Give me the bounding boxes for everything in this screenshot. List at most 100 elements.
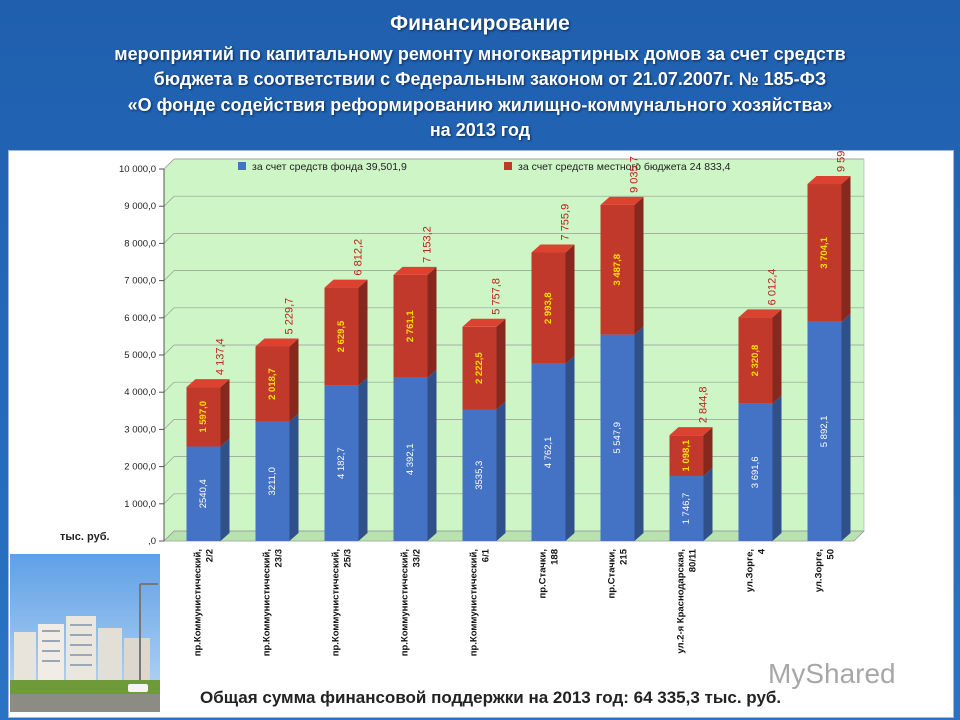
- x-tick-label-line: пр.Стачки,: [607, 549, 618, 599]
- x-tick-label-line: пр.Стачки,: [538, 549, 549, 599]
- x-tick-label-line: ул.Зорге,: [745, 549, 756, 592]
- bar-value-label: 3 691,6: [750, 456, 761, 488]
- x-tick-label-line: пр.Коммунистический,: [262, 549, 273, 656]
- x-tick-label: пр.Стачки,215: [607, 548, 630, 598]
- building-photo-image: [10, 554, 160, 712]
- bar-value-label: 2 629,5: [336, 320, 347, 352]
- gridline: [163, 456, 175, 467]
- bar-side: [841, 313, 851, 541]
- bar-value-label: 3 487,8: [612, 254, 623, 286]
- bar-segment: [255, 421, 290, 541]
- x-tick-label-line: 23/3: [274, 549, 285, 568]
- bar-value-label: 3211,0: [267, 467, 278, 495]
- x-tick-label-line: пр.Коммунистический,: [400, 549, 411, 656]
- bar-side: [427, 266, 437, 378]
- bar-segment: [669, 435, 704, 477]
- x-tick-label: ул.2-я Краснодарская,80/11: [676, 548, 699, 653]
- bar-side: [634, 196, 644, 335]
- bar-side: [496, 318, 506, 410]
- slide-subtitle-line-2: бюджета в соответствии с Федеральным зак…: [153, 69, 827, 89]
- x-tick-label: ул.Зорге,4: [745, 548, 768, 592]
- bar-segment: [600, 334, 635, 541]
- bar-side: [427, 369, 437, 541]
- bar-side: [841, 176, 851, 322]
- x-tick-label-line: 25/3: [343, 549, 354, 568]
- bar-top: [462, 318, 506, 327]
- bar-segment: [393, 377, 428, 541]
- x-tick-label-line: 6/1: [481, 548, 492, 562]
- y-tick-label: 3 000,0: [124, 424, 156, 435]
- x-tick-label: ул.Зорге,50: [814, 549, 837, 592]
- bar-top: [669, 427, 713, 436]
- bar-total-label: 2 844,8: [697, 386, 709, 423]
- bar-value-label: 5 547,9: [612, 422, 623, 454]
- bar-segment: [738, 403, 773, 541]
- legend-label: за счет средств фонда 39,501,9: [252, 161, 407, 173]
- y-tick-label: 5 000,0: [124, 350, 156, 361]
- bar-side: [220, 438, 230, 541]
- gridline: [163, 381, 175, 393]
- bar-total-label: 7 755,9: [559, 204, 571, 241]
- bar-top: [324, 279, 368, 288]
- bar-segment: [324, 385, 359, 541]
- x-tick-label-line: 188: [550, 549, 561, 565]
- bar-top: [738, 309, 782, 318]
- x-tick-label-line: пр.Коммунистический,: [469, 549, 480, 656]
- gridline: [163, 195, 175, 207]
- bar-value-label: 4 392,1: [405, 443, 416, 475]
- bar-segment: [531, 363, 566, 541]
- bar-segment: [807, 321, 842, 541]
- bar-total-label: 6 812,2: [352, 239, 364, 276]
- bar-side: [220, 379, 230, 447]
- bar-segment: [669, 476, 704, 541]
- bar-segment: [393, 274, 428, 378]
- x-tick-label-line: 4: [757, 548, 768, 554]
- bar-segment: [738, 317, 773, 404]
- slide-header: Финансирование мероприятий по капитально…: [0, 0, 960, 148]
- gridline: [163, 270, 175, 281]
- y-tick-label: 4 000,0: [124, 387, 156, 398]
- slide-subtitle-line-3: «О фонде содействия реформированию жилищ…: [127, 95, 833, 115]
- chart-panel: ,0 1 000,0 2 000,0 3 000,0 4 000,0 5 000,0 6 0…: [8, 150, 954, 718]
- bar-value-label: 5 892,1: [819, 416, 830, 448]
- bar-top: [600, 196, 644, 205]
- bar-value-label: 2 222,5: [474, 352, 485, 384]
- bar-segment: [255, 346, 290, 422]
- x-tick-label-line: 2/2: [205, 549, 216, 562]
- legend-label: за счет средств местного бюджета 24 833,…: [518, 161, 731, 173]
- x-tick-label-line: 50: [826, 549, 837, 560]
- bar-value-label: 3535,3: [474, 461, 485, 490]
- x-tick-label: пр.Коммунистический,2/2: [193, 549, 216, 656]
- y-tick-label: ,0: [148, 536, 156, 547]
- y-tick-label: 2 000,0: [124, 462, 156, 473]
- bar-total-label: 5 229,7: [283, 298, 295, 335]
- bar-segment: [462, 326, 497, 410]
- gridline: [163, 530, 175, 542]
- bar-side: [496, 401, 506, 541]
- page-number: 9: [890, 684, 902, 706]
- slide-subtitle-line-1: мероприятий по капитальному ремонту мног…: [114, 44, 846, 64]
- bar-side: [358, 377, 368, 541]
- bar-top: [807, 176, 851, 185]
- gridline: [163, 493, 175, 505]
- bar-side: [358, 279, 368, 386]
- x-tick-label: пр.Стачки,188: [538, 549, 561, 599]
- bar-value-label: 1 597,0: [198, 401, 209, 433]
- bar-total-label: 7 153,2: [421, 226, 433, 263]
- x-tick-label-line: пр.Коммунистический,: [331, 549, 342, 656]
- x-tick-label: пр.Коммунистический,23/3: [262, 549, 285, 656]
- gridline: [163, 158, 175, 170]
- bar-segment: [462, 409, 497, 541]
- bar-side: [634, 326, 644, 541]
- x-tick-label-line: 33/2: [412, 549, 423, 568]
- bar-total-label: 9 035,7: [628, 156, 640, 193]
- bar-side: [565, 355, 575, 541]
- legend-swatch: [238, 162, 246, 170]
- bar-side: [289, 413, 299, 541]
- slide-title: Финансирование: [390, 12, 570, 35]
- gridline: [163, 233, 175, 244]
- total-funding-text: Общая сумма финансовой поддержки на 2013…: [200, 688, 782, 707]
- bar-value-label: 2 320,8: [750, 345, 761, 377]
- bar-value-label: 1 746,7: [681, 493, 692, 525]
- y-tick-label: 9 000,0: [124, 201, 156, 212]
